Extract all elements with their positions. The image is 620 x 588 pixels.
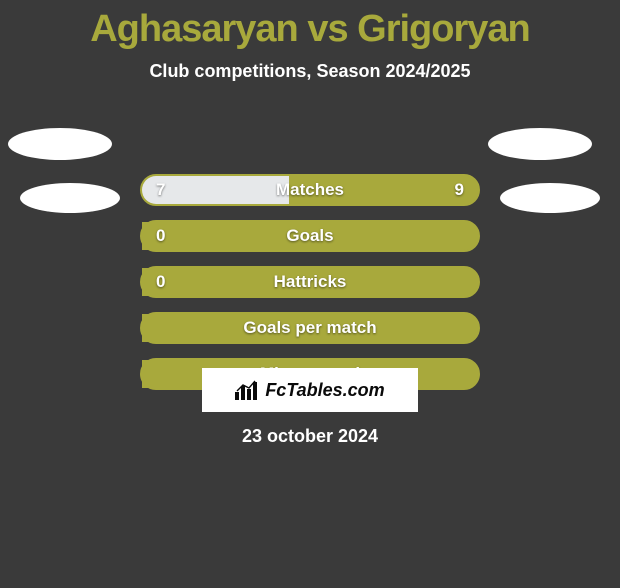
stat-value-left: 0	[156, 226, 165, 246]
decor-ellipse	[488, 128, 592, 160]
snapshot-date: 23 october 2024	[0, 426, 620, 447]
stat-label: Goals	[142, 226, 478, 246]
bar-chart-icon	[235, 380, 259, 400]
stat-label: Hattricks	[142, 272, 478, 292]
stat-row-hattricks: Hattricks0	[140, 266, 480, 298]
stat-value-left: 7	[156, 180, 165, 200]
stat-row-goals: Goals0	[140, 220, 480, 252]
decor-ellipse	[8, 128, 112, 160]
fctables-logo-text: FcTables.com	[265, 380, 384, 401]
stat-label: Matches	[142, 180, 478, 200]
stat-label: Goals per match	[142, 318, 478, 338]
stat-value-right: 9	[455, 180, 464, 200]
fctables-logo: FcTables.com	[202, 368, 418, 412]
stat-row-goals-per-match: Goals per match	[140, 312, 480, 344]
stats-host: Matches79Goals0Hattricks0Goals per match…	[0, 174, 620, 390]
stat-value-left: 0	[156, 272, 165, 292]
page-title: Aghasaryan vs Grigoryan	[0, 8, 620, 51]
page-subtitle: Club competitions, Season 2024/2025	[0, 61, 620, 82]
stat-row-matches: Matches7 9	[140, 174, 480, 206]
